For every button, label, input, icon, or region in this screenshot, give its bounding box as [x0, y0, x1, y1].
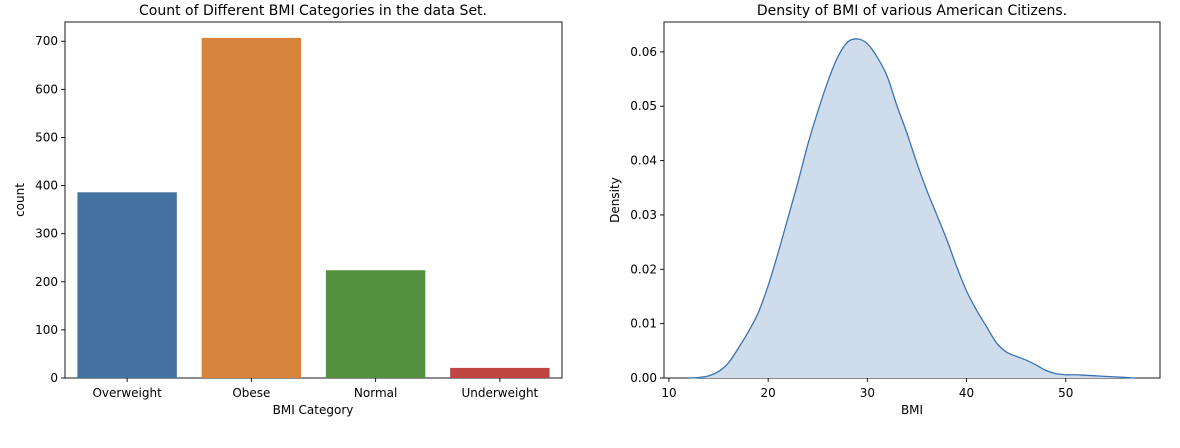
y-tick-label: 700 — [35, 34, 58, 48]
bar-normal — [325, 270, 426, 378]
y-tick-label: 100 — [35, 323, 58, 337]
density-chart-title: Density of BMI of various American Citiz… — [757, 3, 1067, 19]
density-chart-xlabel: BMI — [901, 403, 923, 417]
y-tick-label: 0.05 — [630, 99, 657, 113]
bar-overweight — [77, 192, 177, 378]
x-tick-label: 40 — [959, 386, 974, 400]
bar-obese — [201, 37, 302, 379]
bar-underweight — [450, 367, 550, 378]
x-tick-label: Underweight — [461, 386, 538, 400]
x-tick-label: 50 — [1058, 386, 1073, 400]
bar-chart-frame — [64, 21, 563, 379]
y-tick-label: 500 — [35, 130, 58, 144]
bar-chart-xlabel: BMI Category — [273, 403, 354, 417]
y-tick-label: 0.00 — [630, 371, 657, 385]
y-tick-label: 0.01 — [630, 317, 657, 331]
y-tick-label: 0 — [50, 371, 58, 385]
y-tick-label: 600 — [35, 82, 58, 96]
y-tick-label: 0.06 — [630, 45, 657, 59]
x-tick-label: 20 — [761, 386, 776, 400]
x-tick-label: Normal — [354, 386, 397, 400]
x-tick-label: 10 — [661, 386, 676, 400]
y-tick-label: 400 — [35, 179, 58, 193]
density-area — [688, 38, 1136, 379]
bar-chart-ylabel: count — [13, 183, 27, 217]
x-tick-label: Obese — [232, 386, 270, 400]
y-tick-label: 0.04 — [630, 154, 657, 168]
x-tick-label: Overweight — [92, 386, 162, 400]
density-chart: Density of BMI of various American Citiz… — [608, 3, 1161, 417]
bar-chart-title: Count of Different BMI Categories in the… — [139, 3, 487, 19]
bar-chart: Count of Different BMI Categories in the… — [13, 3, 563, 417]
y-tick-label: 0.03 — [630, 208, 657, 222]
y-tick-label: 300 — [35, 227, 58, 241]
x-tick-label: 30 — [860, 386, 875, 400]
y-tick-label: 0.02 — [630, 262, 657, 276]
density-chart-ylabel: Density — [608, 177, 622, 223]
density-line — [688, 38, 1136, 379]
y-tick-label: 200 — [35, 275, 58, 289]
